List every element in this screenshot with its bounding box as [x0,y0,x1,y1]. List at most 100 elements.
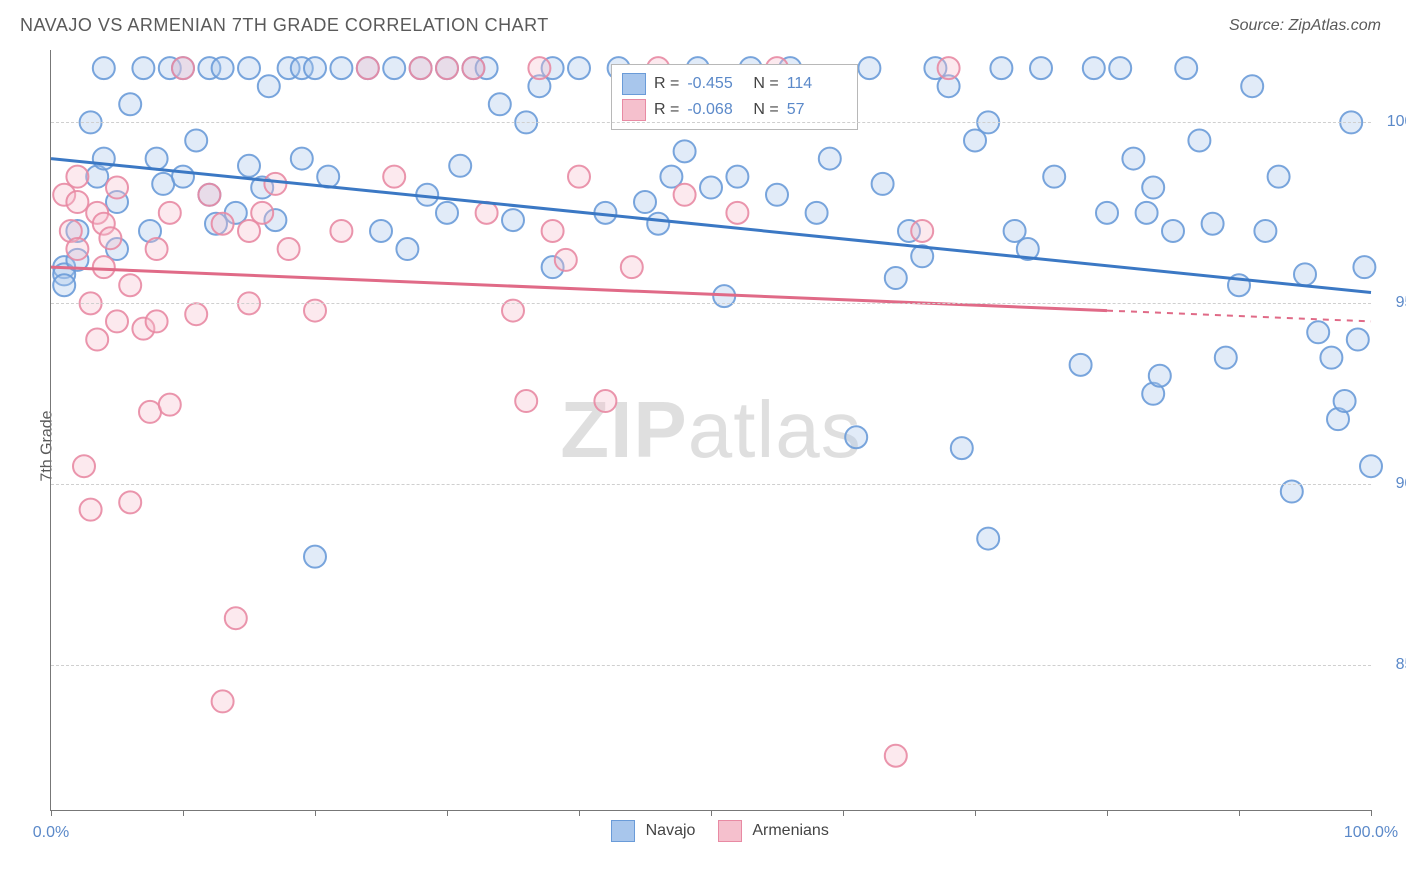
scatter-point-navajo [1175,57,1197,79]
scatter-point-navajo [1043,166,1065,188]
scatter-point-armenians [198,184,220,206]
scatter-point-armenians [159,394,181,416]
scatter-point-navajo [291,148,313,170]
scatter-point-navajo [1122,148,1144,170]
x-tick-label: 100.0% [1344,824,1398,842]
chart-title: NAVAJO VS ARMENIAN 7TH GRADE CORRELATION… [20,15,549,35]
scatter-point-armenians [66,166,88,188]
x-tick [315,810,316,816]
grid-line [51,484,1371,485]
scatter-point-armenians [476,202,498,224]
scatter-point-armenians [73,455,95,477]
scatter-point-armenians [225,607,247,629]
scatter-point-navajo [819,148,841,170]
scatter-point-armenians [80,499,102,521]
scatter-point-armenians [66,191,88,213]
scatter-point-navajo [872,173,894,195]
y-tick-label: 85.0% [1381,656,1406,674]
plot-svg-layer [51,50,1371,810]
scatter-point-armenians [66,238,88,260]
x-tick [51,810,52,816]
x-tick [975,810,976,816]
legend-swatch-navajo [611,820,635,842]
scatter-point-navajo [951,437,973,459]
scatter-point-armenians [528,57,550,79]
x-tick [183,810,184,816]
scatter-point-navajo [1136,202,1158,224]
scatter-point-navajo [449,155,471,177]
scatter-point-navajo [1109,57,1131,79]
scatter-point-navajo [647,213,669,235]
scatter-point-navajo [766,184,788,206]
scatter-point-navajo [238,57,260,79]
scatter-point-navajo [317,166,339,188]
y-tick-label: 95.0% [1381,294,1406,312]
grid-line [51,665,1371,666]
x-tick [579,810,580,816]
scatter-point-armenians [515,390,537,412]
scatter-point-armenians [674,184,696,206]
scatter-point-navajo [152,173,174,195]
scatter-point-armenians [885,745,907,767]
x-tick [1107,810,1108,816]
scatter-point-navajo [1360,455,1382,477]
bottom-legend: Navajo Armenians [51,820,1371,842]
stats-row-armenians: R =-0.068 N =57 [622,97,845,123]
scatter-point-armenians [542,220,564,242]
scatter-point-armenians [146,310,168,332]
scatter-point-armenians [159,202,181,224]
scatter-point-navajo [845,426,867,448]
scatter-point-navajo [1149,365,1171,387]
stats-box: R =-0.455 N =114 R =-0.068 N =57 [611,64,858,130]
scatter-point-armenians [383,166,405,188]
legend-label-navajo: Navajo [646,822,696,839]
scatter-point-navajo [53,274,75,296]
scatter-point-armenians [555,249,577,271]
scatter-point-armenians [172,57,194,79]
scatter-point-armenians [726,202,748,224]
scatter-point-navajo [858,57,880,79]
scatter-point-navajo [1294,263,1316,285]
scatter-point-navajo [568,57,590,79]
scatter-point-navajo [990,57,1012,79]
scatter-point-armenians [911,220,933,242]
scatter-point-navajo [634,191,656,213]
x-tick [447,810,448,816]
scatter-point-navajo [330,57,352,79]
y-tick-label: 90.0% [1381,475,1406,493]
scatter-point-navajo [1162,220,1184,242]
scatter-point-armenians [106,177,128,199]
trend-line-dashed-armenians [1107,311,1371,322]
scatter-point-navajo [1030,57,1052,79]
legend-label-armenians: Armenians [752,822,828,839]
x-tick [843,810,844,816]
scatter-point-navajo [132,57,154,79]
scatter-point-armenians [594,390,616,412]
scatter-point-navajo [304,57,326,79]
scatter-point-armenians [357,57,379,79]
scatter-point-navajo [370,220,392,242]
scatter-point-armenians [938,57,960,79]
scatter-point-armenians [139,401,161,423]
scatter-point-navajo [1202,213,1224,235]
scatter-point-armenians [462,57,484,79]
scatter-point-navajo [146,148,168,170]
scatter-point-navajo [1096,202,1118,224]
scatter-point-armenians [251,202,273,224]
scatter-point-navajo [172,166,194,188]
scatter-point-armenians [99,227,121,249]
scatter-point-navajo [806,202,828,224]
scatter-point-navajo [674,140,696,162]
scatter-point-navajo [502,209,524,231]
scatter-point-armenians [93,256,115,278]
x-tick [1371,810,1372,816]
scatter-point-armenians [185,303,207,325]
scatter-point-navajo [1268,166,1290,188]
scatter-point-navajo [93,57,115,79]
scatter-point-armenians [568,166,590,188]
scatter-point-navajo [383,57,405,79]
scatter-point-navajo [396,238,418,260]
x-tick [711,810,712,816]
scatter-point-armenians [119,491,141,513]
swatch-armenians [622,99,646,121]
